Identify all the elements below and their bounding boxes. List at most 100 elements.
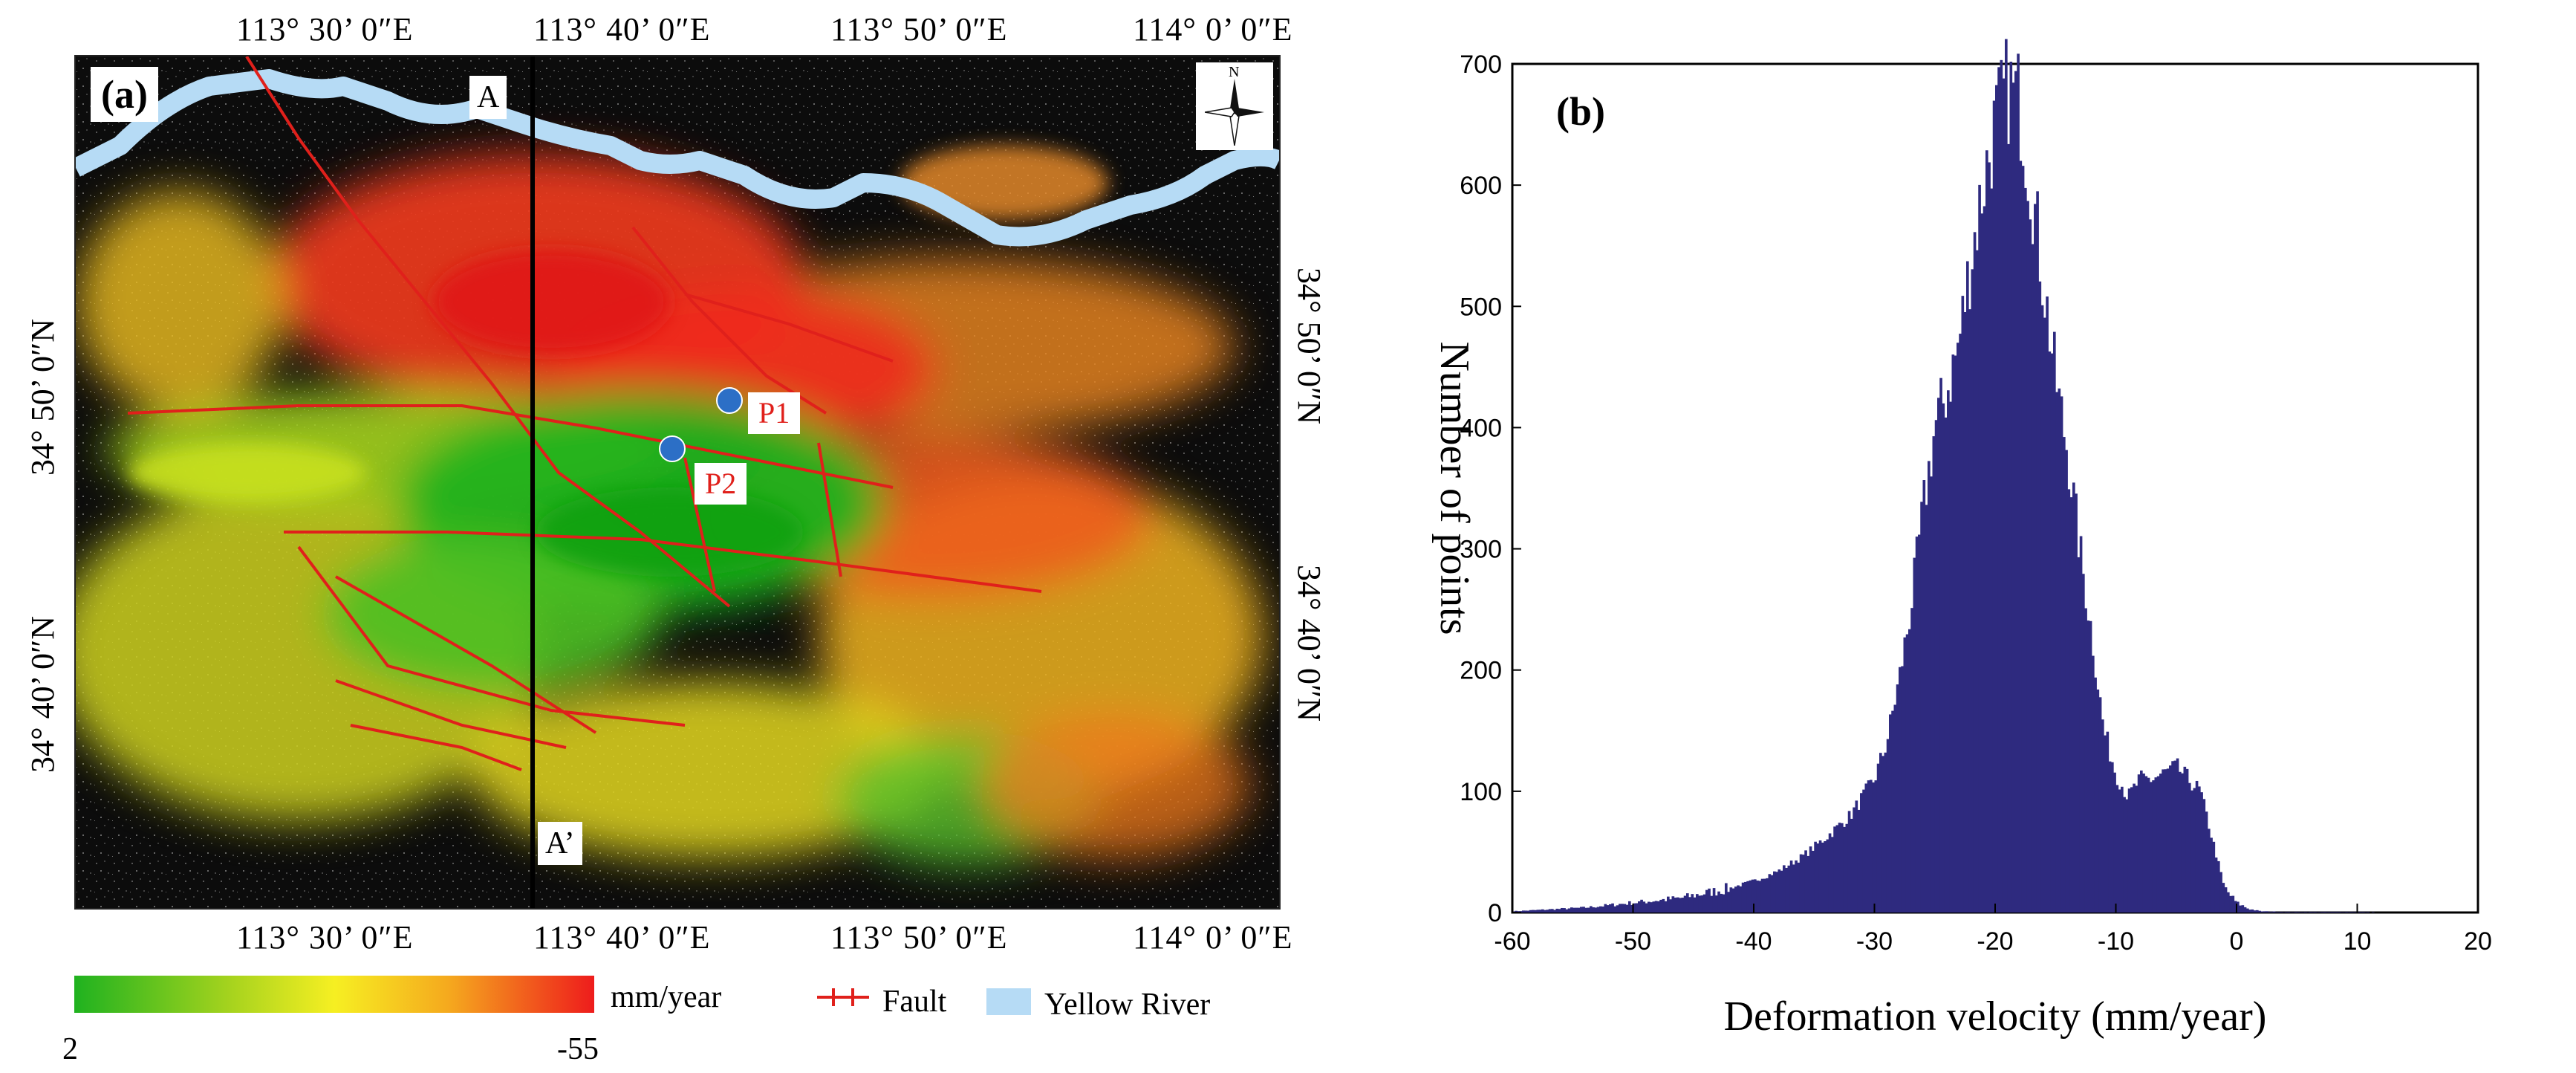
histogram-bar: [1874, 780, 1878, 912]
histogram-bar: [1712, 888, 1716, 912]
histogram-bar: [2159, 774, 2162, 912]
histogram-bar: [1783, 865, 1786, 912]
histogram-bar: [2067, 489, 2071, 912]
histogram-bar: [1843, 826, 1846, 912]
histogram-bar: [1676, 897, 1679, 912]
x-tick-label: -50: [1615, 927, 1651, 956]
point-p1-marker: [716, 387, 743, 414]
histogram-bar: [2217, 860, 2220, 912]
histogram-bar: [1806, 855, 1810, 912]
profile-end-label: A’: [538, 822, 582, 865]
histogram-bar: [1780, 870, 1783, 912]
histogram-bar: [1908, 629, 1911, 912]
histogram-bar: [2082, 574, 2085, 912]
histogram-bar: [1915, 536, 1919, 912]
histogram-bar: [2135, 785, 2138, 912]
north-arrow: N: [1196, 62, 1273, 150]
histogram-bar: [2031, 244, 2035, 912]
histogram-bar: [2009, 62, 2013, 913]
histogram-bar: [1657, 901, 1660, 912]
histogram-bar: [1997, 67, 2000, 912]
histogram-bar: [1860, 793, 1863, 912]
histogram-bar: [2208, 829, 2211, 912]
histogram-bar: [1686, 893, 1689, 912]
histogram-bar: [2113, 772, 2116, 912]
histogram-chart: -60 -50 -40 -30 -20 -10 0 10 20 0 100 200 300 400 500…: [1431, 39, 2492, 1040]
histogram-bar: [1606, 905, 1610, 912]
histogram-bar: [2181, 773, 2184, 912]
fault-legend-label: Fault: [882, 985, 947, 1019]
histogram-bar: [2050, 353, 2054, 912]
north-arrow-label: N: [1229, 64, 1240, 80]
histogram-bar: [1925, 505, 1928, 912]
histogram-bar: [1700, 895, 1704, 912]
histogram-bar: [1841, 823, 1844, 912]
histogram-bar: [1630, 904, 1633, 912]
histogram-bar: [1910, 608, 1913, 912]
right-lat-tick-2: 34° 40’ 0″N: [1291, 565, 1327, 722]
histogram-bar: [2162, 769, 2164, 912]
point-p2-marker: [659, 435, 686, 462]
histogram-bar: [2193, 788, 2196, 912]
histogram-bar: [2075, 493, 2078, 912]
histogram-bar: [2248, 910, 2251, 912]
histogram-bar: [1722, 894, 1726, 912]
histogram-bar: [2104, 735, 2107, 912]
histogram-bar: [2200, 792, 2203, 912]
histogram-bar: [1625, 904, 1629, 912]
histogram-bar: [1903, 637, 1907, 912]
y-tick-label: 300: [1460, 536, 1502, 564]
histogram-bar: [2142, 773, 2145, 912]
histogram-bar: [1580, 907, 1583, 912]
histogram-bar: [1850, 818, 1853, 912]
histogram-bar: [2156, 776, 2160, 912]
histogram-bar: [1613, 906, 1617, 912]
histogram-bar: [1654, 901, 1658, 912]
histogram-bar: [1590, 906, 1593, 912]
x-tick-label: -30: [1856, 927, 1893, 956]
histogram-bar: [2118, 789, 2121, 912]
histogram-bar: [2214, 858, 2218, 912]
histogram-bar: [2183, 766, 2187, 912]
histogram-bar: [2000, 59, 2003, 912]
histogram-bar: [2229, 895, 2232, 912]
x-tick-label: 10: [2344, 927, 2372, 956]
histogram-bar: [2096, 689, 2100, 912]
histogram-bar: [1567, 908, 1571, 912]
histogram-bar: [1596, 907, 1600, 912]
histogram-bar: [2154, 777, 2158, 912]
histogram-bar: [1582, 907, 1585, 912]
histogram-bar: [1947, 390, 1950, 912]
histogram-bar: [1980, 213, 1984, 912]
panel-b-label: (b): [1556, 89, 1605, 134]
histogram-bar: [1785, 867, 1788, 912]
histogram-bar: [1978, 184, 1981, 913]
histogram-bar: [1983, 206, 1986, 913]
y-tick-label: 600: [1460, 172, 1502, 200]
histogram-bar: [2048, 351, 2052, 913]
histogram-bar: [1584, 907, 1588, 912]
histogram-bar: [1954, 355, 1957, 912]
bottom-lon-tick-2: 113° 40’ 0″E: [533, 919, 711, 956]
histogram-bar: [1831, 837, 1834, 912]
histogram-bar: [1575, 907, 1578, 912]
histogram-bar: [2040, 305, 2044, 913]
histogram-bar: [1609, 904, 1612, 912]
x-tick-label: 20: [2464, 927, 2492, 956]
histogram-bar: [1729, 887, 1733, 912]
histogram-bar: [2210, 837, 2213, 912]
histogram-bar: [1937, 398, 1940, 912]
histogram-bar: [1544, 910, 1546, 912]
histogram-bar: [1889, 714, 1892, 912]
histogram-bar: [2144, 776, 2148, 912]
histogram-bar: [1990, 188, 1994, 912]
histogram-bar: [1751, 879, 1754, 912]
histogram-bar: [2266, 911, 2268, 912]
histogram-bar: [2029, 219, 2032, 912]
histogram-bar: [2034, 204, 2037, 912]
histogram-bar: [1857, 809, 1861, 912]
histogram-bar: [1770, 875, 1774, 912]
bottom-lon-tick-4: 114° 0’ 0″E: [1133, 919, 1293, 956]
histogram-bar: [1659, 899, 1662, 912]
histogram-bar: [1824, 841, 1827, 912]
